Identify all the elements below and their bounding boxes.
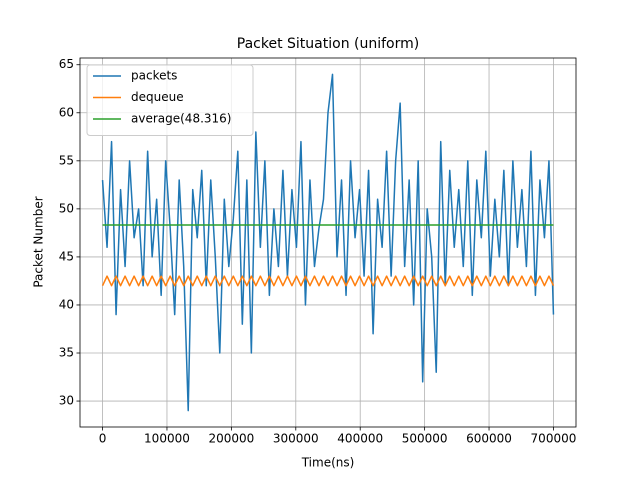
y-tick-label: 30 (59, 394, 74, 408)
y-axis-label: Packet Number (32, 196, 46, 287)
data-line (101, 275, 555, 287)
legend-box (86, 64, 254, 136)
y-tick-label: 50 (59, 201, 74, 215)
y-tick-label: 35 (59, 346, 74, 360)
x-tick-label: 200000 (208, 432, 254, 446)
legend: packets dequeue average(48.316) (86, 64, 254, 136)
x-axis-label: Time(ns) (301, 456, 355, 470)
plot-frame (79, 57, 577, 428)
legend-label: average(48.316) (131, 112, 231, 126)
legend-label: dequeue (131, 90, 184, 104)
x-tick-label: 100000 (144, 432, 190, 446)
legend-label: packets (131, 69, 177, 83)
y-tick-label: 55 (59, 153, 74, 167)
x-tick-label: 300000 (273, 432, 319, 446)
y-tick-label: 40 (59, 297, 74, 311)
x-tick-label: 700000 (531, 432, 577, 446)
x-tick-label: 400000 (337, 432, 383, 446)
x-tick-label: 500000 (402, 432, 448, 446)
x-tick-label: 600000 (466, 432, 512, 446)
y-tick-label: 65 (59, 57, 74, 71)
y-tick-label: 45 (59, 249, 74, 263)
x-tick-label: 0 (99, 432, 107, 446)
chart-title: Packet Situation (uniform) (237, 36, 419, 52)
y-tick-label: 60 (59, 105, 74, 119)
